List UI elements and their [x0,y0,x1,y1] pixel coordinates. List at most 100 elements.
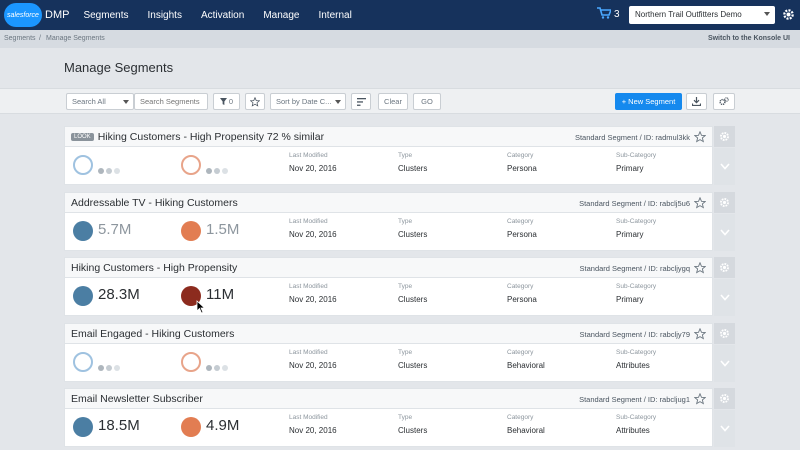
segment-settings-button[interactable] [714,323,735,344]
segment-card[interactable]: Hiking Customers - High Propensity Stand… [64,257,735,316]
sub-category-label: Sub-Category [616,414,657,421]
segment-card[interactable]: Email Newsletter Subscriber Standard Seg… [64,388,735,447]
chevron-down-icon [719,360,730,367]
breadcrumb-manage-segments: Manage Segments [46,35,105,42]
category-value: Persona [507,164,537,173]
breadcrumb-segments[interactable]: Segments [4,35,36,42]
segment-header: Addressable TV - Hiking Customers Standa… [64,192,713,213]
loading-dots [98,161,122,179]
device-icon [73,221,93,241]
segment-title[interactable]: Hiking Customers - High Propensity [71,262,237,274]
segment-title[interactable]: Email Newsletter Subscriber [71,393,203,405]
star-icon [250,96,260,107]
people-icon[interactable] [181,286,201,306]
chevron-down-icon [719,294,730,301]
cart-icon[interactable] [597,7,611,19]
type-label: Type [398,349,413,356]
go-button[interactable]: GO [413,93,441,110]
filter-button[interactable]: 0 [213,93,240,110]
star-icon[interactable] [694,393,706,405]
segment-title-text: Hiking Customers - High Propensity [71,262,238,274]
segment-body: 18.5M 4.9M Last Modified Nov 20, 2016 Ty… [64,409,713,447]
type-value: Clusters [398,230,428,239]
expand-button[interactable] [714,279,735,316]
star-icon[interactable] [694,262,706,274]
segment-title[interactable]: Addressable TV - Hiking Customers [71,197,238,209]
nav-item-activation[interactable]: Activation [200,9,245,21]
expand-button[interactable] [714,345,735,382]
star-icon[interactable] [694,328,706,340]
segment-settings-button[interactable] [714,388,735,409]
people-icon [181,155,201,175]
segment-card[interactable]: Addressable TV - Hiking Customers Standa… [64,192,735,251]
category-label: Category [507,349,534,356]
segment-card[interactable]: LOOK Hiking Customers - High Propensity 7… [64,126,735,185]
segment-settings-button[interactable] [714,126,735,147]
settings-button[interactable] [713,93,735,110]
expand-button[interactable] [714,410,735,447]
last-modified-label: Last Modified [289,218,328,225]
search-scope-value: Search All [72,97,106,106]
segment-settings-button[interactable] [714,257,735,278]
category-label: Category [507,152,534,159]
nav-item-internal[interactable]: Internal [318,9,352,21]
segment-title[interactable]: Email Engaged - Hiking Customers [71,328,234,340]
loading-dots [206,161,230,179]
new-segment-button[interactable]: + New Segment [615,93,682,110]
sub-category-label: Sub-Category [616,283,657,290]
last-modified-label: Last Modified [289,349,328,356]
last-modified-value: Nov 20, 2016 [289,426,337,435]
segment-body: 5.7M 1.5M Last Modified Nov 20, 2016 Typ… [64,213,713,251]
gear-icon [720,263,729,272]
people-icon [181,417,201,437]
top-nav: salesforce DMP Segments Insights Activat… [0,0,800,30]
type-value: Clusters [398,426,428,435]
org-select[interactable]: Northern Trail Outfitters Demo [629,6,775,24]
segment-header: Email Engaged - Hiking Customers Standar… [64,323,713,344]
search-input[interactable] [134,93,208,110]
sub-category-value: Primary [616,164,644,173]
sort-order-button[interactable] [351,93,371,110]
konsole-link[interactable]: Switch to the Konsole UI [707,35,790,42]
segment-body: Last Modified Nov 20, 2016 Type Clusters… [64,344,713,382]
category-value: Behavioral [507,361,545,370]
device-count: 18.5M [98,417,140,434]
people-count: 1.5M [206,221,240,238]
search-scope-select[interactable]: Search All [66,93,134,110]
nav-item-insights[interactable]: Insights [147,9,182,21]
segment-settings-button[interactable] [714,192,735,213]
segment-body: Last Modified Nov 20, 2016 Type Clusters… [64,147,713,185]
segment-title[interactable]: LOOK Hiking Customers - High Propensity 7… [71,131,324,143]
expand-button[interactable] [714,148,735,185]
segment-card[interactable]: Email Engaged - Hiking Customers Standar… [64,323,735,382]
download-icon [692,97,701,106]
chevron-down-icon [764,12,770,16]
type-label: Type [398,414,413,421]
sort-lines-icon [356,97,366,106]
type-value: Clusters [398,164,428,173]
gear-icon [720,394,729,403]
chevron-down-icon [719,425,730,432]
gear-icon[interactable] [782,8,795,21]
last-modified-label: Last Modified [289,152,328,159]
chevron-down-icon [335,100,341,104]
page-title: Manage Segments [64,60,174,75]
type-label: Type [398,283,413,290]
favorite-filter-button[interactable] [245,93,265,110]
clear-button[interactable]: Clear [378,93,408,110]
category-label: Category [507,414,534,421]
expand-button[interactable] [714,214,735,251]
sort-select[interactable]: Sort by Date C... [270,93,346,110]
segment-title-text: Email Newsletter Subscriber [71,393,203,405]
star-icon[interactable] [694,131,706,143]
salesforce-logo[interactable]: salesforce [4,3,42,27]
segment-title-text: Hiking Customers - High Propensity 72 % … [97,131,325,143]
download-button[interactable] [686,93,707,110]
people-count: 4.9M [206,417,240,434]
segment-title-text: Email Engaged - Hiking Customers [71,328,235,340]
nav-item-segments[interactable]: Segments [83,9,129,21]
breadcrumb-separator: / [39,35,41,42]
star-icon[interactable] [694,197,706,209]
category-value: Persona [507,230,537,239]
nav-item-manage[interactable]: Manage [263,9,300,21]
